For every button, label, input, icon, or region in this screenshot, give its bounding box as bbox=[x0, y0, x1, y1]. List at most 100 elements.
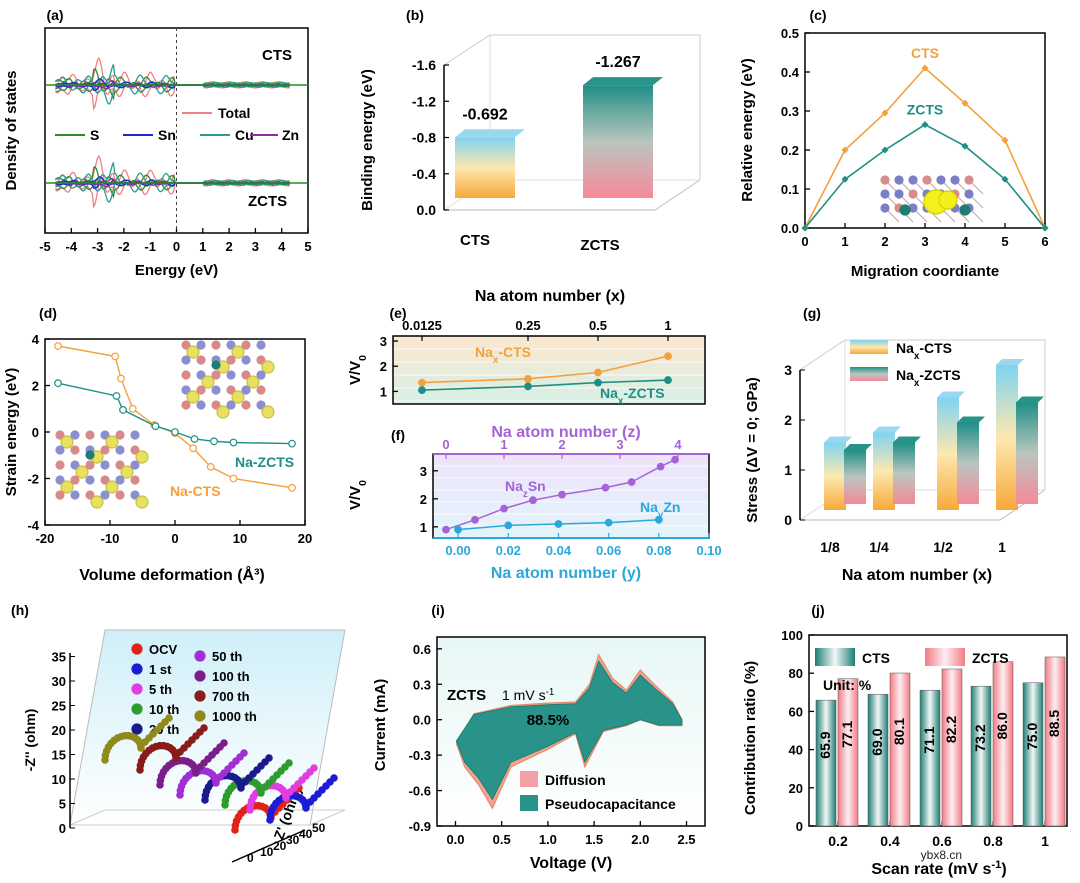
h-y-tick-label: 25 bbox=[52, 699, 66, 714]
binding-value-label: -1.267 bbox=[595, 54, 640, 71]
label-part: Sn bbox=[528, 478, 546, 494]
atom bbox=[880, 203, 890, 213]
i-pseudocap-area bbox=[455, 660, 683, 801]
e-background bbox=[393, 336, 705, 404]
label-part: -1 bbox=[546, 687, 555, 698]
f-bottom-tick-label: 0.00 bbox=[445, 543, 470, 558]
c-point bbox=[881, 109, 889, 117]
j-bar bbox=[1022, 682, 1044, 827]
legend-sn: Sn bbox=[158, 127, 176, 143]
h-x-tick-label: 40 bbox=[299, 827, 313, 841]
j-y-tick-label: 0 bbox=[796, 819, 803, 834]
label-part: -ZCTS bbox=[919, 367, 960, 383]
atom bbox=[211, 385, 221, 395]
label-part: 0 bbox=[357, 355, 369, 361]
e-top-tick-label: 1 bbox=[664, 318, 671, 333]
e-point bbox=[594, 368, 602, 377]
f-point bbox=[554, 520, 563, 528]
panel-label-e: (e) bbox=[389, 305, 406, 321]
g-bar-top bbox=[957, 416, 985, 423]
j-bar bbox=[970, 685, 992, 827]
panel-label-b: (b) bbox=[406, 7, 424, 23]
d-y-tick-label: 4 bbox=[32, 332, 40, 347]
i-percent-label: 88.5% bbox=[527, 712, 570, 729]
b-category-label: ZCTS bbox=[580, 237, 619, 254]
label-part: -CTS bbox=[919, 340, 952, 356]
c-point bbox=[961, 142, 969, 150]
g-y-tick-label: 0 bbox=[784, 512, 792, 528]
atom bbox=[181, 340, 191, 350]
c-point bbox=[1001, 136, 1009, 144]
d-point bbox=[112, 392, 121, 400]
j-x-tick-label: 0.4 bbox=[880, 833, 900, 849]
d-point bbox=[190, 435, 199, 443]
d-x-tick-label: -10 bbox=[101, 531, 120, 546]
i-x-axis-title: Voltage (V) bbox=[530, 855, 612, 872]
j-y-tick-label: 40 bbox=[789, 743, 803, 758]
e-y-tick-label: 1 bbox=[380, 384, 387, 399]
f-point bbox=[442, 525, 450, 534]
atom bbox=[211, 340, 221, 350]
label-part: 1 mV s bbox=[502, 687, 546, 703]
atom bbox=[256, 340, 266, 350]
h-x-tick-label: 30 bbox=[286, 833, 300, 847]
atom bbox=[186, 390, 200, 404]
j-legend-cts: CTS bbox=[862, 650, 890, 666]
j-bar-value: 82.2 bbox=[943, 716, 959, 743]
c-point bbox=[881, 146, 889, 154]
e-point bbox=[594, 378, 602, 387]
atom bbox=[85, 430, 95, 440]
g-bar bbox=[996, 365, 1018, 510]
g-y-tick-label: 1 bbox=[784, 462, 792, 478]
atom bbox=[936, 175, 946, 185]
f-y-tick-label: 1 bbox=[420, 520, 427, 535]
atom bbox=[70, 460, 80, 470]
j-x-tick-label: 1 bbox=[1041, 833, 1049, 849]
f-bottom-tick-label: 0.10 bbox=[696, 543, 721, 558]
c-point bbox=[921, 121, 929, 129]
i-x-tick-label: 2.0 bbox=[631, 832, 649, 847]
atom bbox=[130, 445, 140, 455]
c-x-tick-label: 6 bbox=[1041, 234, 1048, 249]
atom bbox=[196, 385, 206, 395]
j-x-tick-label: 0.6 bbox=[932, 833, 952, 849]
h-spectrum bbox=[156, 739, 228, 789]
c-x-tick-label: 4 bbox=[961, 234, 969, 249]
atom bbox=[908, 189, 918, 199]
dos-x-tick-label: 3 bbox=[252, 239, 259, 254]
g-bar-top bbox=[937, 391, 965, 398]
f-bottom-axis-title: Na atom number (y) bbox=[491, 565, 641, 582]
atom bbox=[241, 400, 251, 410]
d-label-na-cts: Na-CTS bbox=[170, 483, 221, 499]
j-legend-zcts: ZCTS bbox=[972, 650, 1009, 666]
c-x-tick-label: 2 bbox=[881, 234, 888, 249]
d-crystal-inset bbox=[55, 430, 149, 509]
c-x-tick-label: 0 bbox=[801, 234, 808, 249]
e-series-label: Nax-ZCTS bbox=[600, 385, 665, 407]
binding-bar-cts bbox=[455, 137, 515, 198]
panel-label-g: (g) bbox=[803, 305, 821, 321]
j-x-tick-label: 0.2 bbox=[828, 833, 848, 849]
g-category-label: 1 bbox=[998, 539, 1006, 555]
h-spectrum bbox=[246, 764, 318, 814]
c-x-tick-label: 1 bbox=[841, 234, 848, 249]
c-point bbox=[841, 175, 849, 183]
atom bbox=[894, 175, 904, 185]
j-bar-value: 75.0 bbox=[1024, 723, 1040, 750]
d-x-axis-title: Volume deformation (Å³) bbox=[79, 565, 264, 584]
atom bbox=[181, 355, 191, 365]
atom bbox=[105, 480, 119, 494]
atom bbox=[256, 355, 266, 365]
i-legend-swatch bbox=[520, 771, 538, 787]
i-sample-label: ZCTS bbox=[447, 687, 486, 704]
label-part: -CTS bbox=[498, 344, 531, 360]
j-bar-value: 65.9 bbox=[817, 731, 833, 758]
i-rate-label: 1 mV s-1 bbox=[502, 687, 554, 704]
d-point bbox=[189, 444, 198, 453]
c-x-axis-title: Migration coordiante bbox=[851, 263, 999, 280]
j-y-tick-label: 100 bbox=[781, 628, 803, 643]
label-part: Na bbox=[896, 340, 914, 356]
h-legend-label: 10 th bbox=[149, 702, 179, 717]
h-legend-dot bbox=[131, 663, 143, 675]
atom bbox=[201, 375, 215, 389]
